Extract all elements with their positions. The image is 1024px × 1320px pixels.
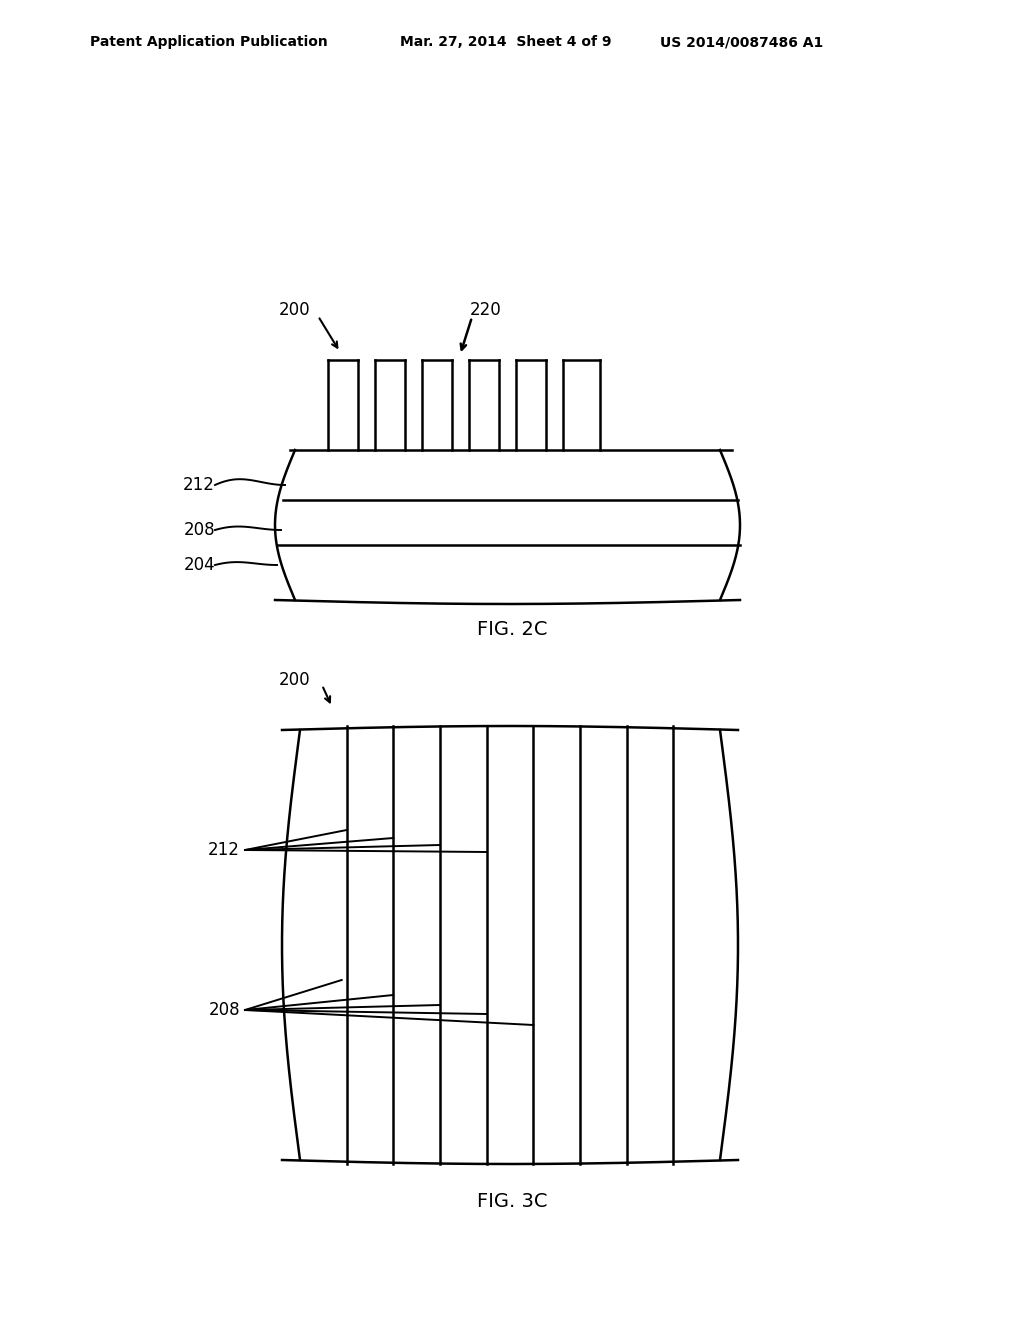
Text: 200: 200 xyxy=(279,671,310,689)
Text: 200: 200 xyxy=(279,301,310,319)
Text: Patent Application Publication: Patent Application Publication xyxy=(90,36,328,49)
Text: 208: 208 xyxy=(183,521,215,539)
Text: 220: 220 xyxy=(470,301,502,319)
Text: 204: 204 xyxy=(183,556,215,574)
Text: FIG. 3C: FIG. 3C xyxy=(477,1192,547,1210)
Text: FIG. 2C: FIG. 2C xyxy=(477,620,547,639)
Text: Mar. 27, 2014  Sheet 4 of 9: Mar. 27, 2014 Sheet 4 of 9 xyxy=(400,36,611,49)
Text: 212: 212 xyxy=(208,841,240,859)
Text: 208: 208 xyxy=(208,1001,240,1019)
Text: 212: 212 xyxy=(183,477,215,494)
Text: US 2014/0087486 A1: US 2014/0087486 A1 xyxy=(660,36,823,49)
